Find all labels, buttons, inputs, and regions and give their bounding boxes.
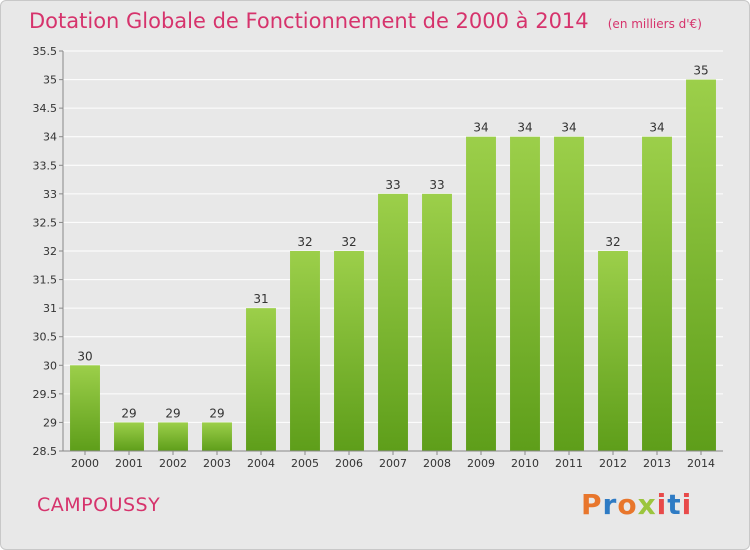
x-tick-label: 2012: [599, 457, 627, 470]
bar-2002: [158, 422, 188, 451]
x-tick-label: 2009: [467, 457, 495, 470]
data-label: 34: [649, 121, 664, 135]
y-tick-label: 34: [43, 131, 57, 144]
bar-2009: [466, 136, 496, 451]
x-tick-label: 2011: [555, 457, 583, 470]
y-tick-label: 28.5: [33, 445, 58, 458]
data-label: 35: [693, 64, 708, 78]
bar-2003: [202, 422, 232, 451]
commune-name: CAMPOUSSY: [37, 494, 161, 516]
data-label: 29: [121, 406, 136, 420]
y-tick-label: 29: [43, 416, 57, 429]
y-tick-label: 34.5: [33, 102, 58, 115]
bar-2005: [290, 251, 320, 451]
x-tick-label: 2006: [335, 457, 363, 470]
y-tick-label: 31: [43, 302, 57, 315]
chart-subtitle: (en milliers d'€): [607, 17, 702, 31]
x-tick-label: 2001: [115, 457, 143, 470]
chart-title: Dotation Globale de Fonctionnement de 20…: [29, 9, 589, 33]
data-label: 33: [429, 178, 444, 192]
bar-2012: [598, 251, 628, 451]
x-tick-label: 2014: [687, 457, 715, 470]
bar-2011: [554, 136, 584, 451]
data-label: 29: [209, 406, 224, 420]
y-tick-label: 35.5: [33, 45, 58, 58]
bar-2013: [642, 136, 672, 451]
data-label: 33: [385, 178, 400, 192]
data-label: 34: [517, 121, 532, 135]
data-label: 34: [561, 121, 576, 135]
title-row: Dotation Globale de Fonctionnement de 20…: [29, 9, 702, 33]
bar-2010: [510, 136, 540, 451]
logo-letter: i: [656, 488, 668, 521]
bar-2014: [686, 79, 716, 452]
logo-letter: i: [681, 488, 693, 521]
x-tick-label: 2000: [71, 457, 99, 470]
y-tick-label: 30.5: [33, 331, 58, 344]
y-tick-label: 32.5: [33, 216, 58, 229]
bar-2008: [422, 193, 452, 451]
logo-letter: P: [581, 488, 603, 521]
bar-2007: [378, 193, 408, 451]
y-tick-label: 29.5: [33, 388, 58, 401]
data-label: 32: [297, 235, 312, 249]
y-tick-label: 30: [43, 359, 57, 372]
logo-letter: t: [667, 488, 682, 521]
data-label: 29: [165, 406, 180, 420]
x-tick-label: 2008: [423, 457, 451, 470]
bar-2000: [70, 365, 100, 451]
y-tick-label: 33: [43, 188, 57, 201]
y-tick-label: 33.5: [33, 159, 58, 172]
x-tick-label: 2013: [643, 457, 671, 470]
x-tick-label: 2007: [379, 457, 407, 470]
logo-letter: o: [617, 488, 638, 521]
logo-letter: x: [637, 488, 657, 521]
x-tick-label: 2010: [511, 457, 539, 470]
x-tick-label: 2005: [291, 457, 319, 470]
x-tick-label: 2002: [159, 457, 187, 470]
y-tick-label: 35: [43, 74, 57, 87]
data-label: 30: [77, 349, 92, 363]
data-label: 32: [605, 235, 620, 249]
bar-2006: [334, 251, 364, 451]
x-tick-label: 2004: [247, 457, 275, 470]
bar-2001: [114, 422, 144, 451]
proxiti-logo[interactable]: Proxiti: [581, 488, 692, 521]
data-label: 31: [253, 292, 268, 306]
data-label: 34: [473, 121, 488, 135]
bar-2004: [246, 308, 276, 451]
y-tick-label: 31.5: [33, 274, 58, 287]
logo-letter: r: [602, 488, 618, 521]
y-tick-label: 32: [43, 245, 57, 258]
x-tick-label: 2003: [203, 457, 231, 470]
data-label: 32: [341, 235, 356, 249]
